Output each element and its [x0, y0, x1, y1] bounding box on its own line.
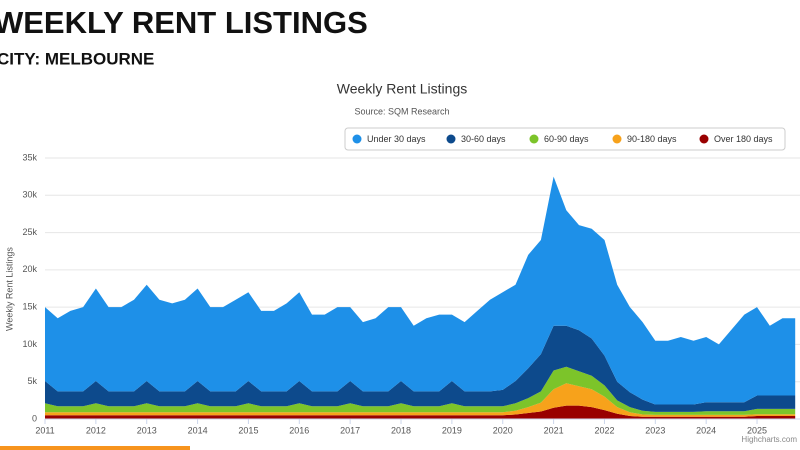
x-tick-label: 2025: [747, 425, 767, 435]
x-tick-label: 2022: [594, 425, 614, 435]
area: [45, 176, 796, 405]
chart-title: Weekly Rent Listings: [337, 81, 467, 97]
x-tick-label: 2019: [442, 425, 462, 435]
x-tick-label: 2020: [493, 425, 513, 435]
legend-label[interactable]: 90-180 days: [627, 134, 677, 144]
legend-marker[interactable]: [699, 134, 709, 144]
y-tick-label: 25k: [22, 227, 37, 237]
x-tick-label: 2011: [35, 425, 54, 435]
area: [45, 366, 796, 415]
x-tick-label: 2024: [696, 425, 716, 435]
area: [45, 405, 796, 419]
legend-label[interactable]: Under 30 days: [367, 134, 426, 144]
y-tick-label: 20k: [22, 264, 37, 274]
y-tick-label: 0: [32, 413, 37, 423]
x-tick-label: 2015: [238, 425, 258, 435]
area: [45, 383, 796, 417]
x-tick-label: 2023: [645, 425, 665, 435]
page-subtitle: CITY: MELBOURNE: [0, 49, 154, 68]
y-tick-label: 35k: [22, 152, 37, 162]
legend-label[interactable]: Over 180 days: [714, 134, 773, 144]
x-tick-label: 2014: [188, 425, 208, 435]
accent-bar: [0, 446, 190, 450]
y-tick-label: 15k: [22, 302, 37, 312]
legend-box: [344, 127, 786, 151]
x-tick-label: 2017: [340, 425, 360, 435]
area: [45, 325, 796, 412]
chart-subtitle: Source: SQM Research: [354, 106, 449, 116]
y-tick-label: 5k: [27, 376, 37, 386]
y-axis-label: Weekly Rent Listings: [4, 247, 14, 331]
legend-marker[interactable]: [352, 134, 362, 144]
credits[interactable]: Highcharts.com: [741, 435, 797, 444]
x-tick-label: 2016: [289, 425, 309, 435]
x-tick-label: 2012: [86, 425, 106, 435]
legend-label[interactable]: 30-60 days: [461, 134, 506, 144]
y-tick-label: 30k: [22, 190, 37, 200]
x-tick-label: 2018: [391, 425, 411, 435]
x-tick-label: 2013: [137, 425, 157, 435]
legend-marker[interactable]: [529, 134, 539, 144]
y-tick-label: 10k: [22, 339, 37, 349]
x-tick-label: 2021: [544, 425, 564, 435]
legend-marker[interactable]: [446, 134, 456, 144]
legend-marker[interactable]: [612, 134, 622, 144]
legend-label[interactable]: 60-90 days: [544, 134, 589, 144]
page-title: WEEKLY RENT LISTINGS: [0, 5, 368, 40]
